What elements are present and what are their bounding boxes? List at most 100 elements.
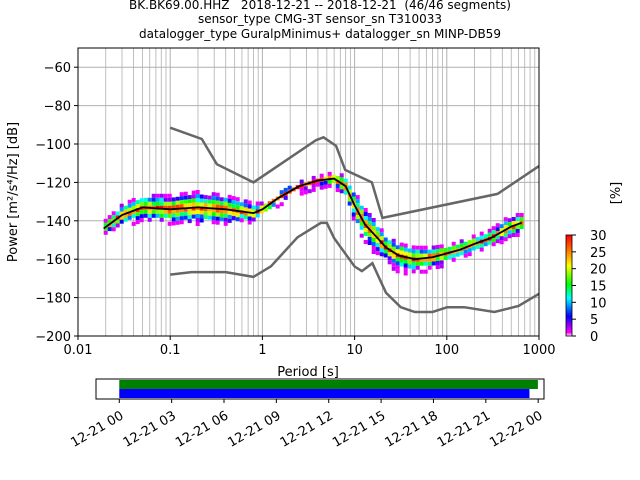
density-cell — [395, 261, 400, 266]
density-cell — [459, 251, 464, 256]
density-cell — [247, 208, 252, 213]
density-cell — [207, 203, 212, 208]
density-cell — [423, 269, 428, 274]
density-cell — [391, 266, 396, 271]
colorbar-cell — [566, 281, 572, 283]
density-cell — [279, 190, 284, 195]
density-cell — [331, 174, 336, 179]
density-cell — [211, 212, 216, 217]
density-cell — [191, 202, 196, 207]
density-cell — [207, 207, 212, 212]
density-cell — [119, 215, 124, 220]
density-cell — [339, 189, 344, 194]
colorbar-cell — [566, 279, 572, 281]
title-line-2: sensor_type CMG-3T sensor_sn T310033 — [197, 12, 443, 26]
density-cell — [167, 197, 172, 202]
density-cell — [423, 249, 428, 254]
colorbar-cell — [566, 334, 572, 336]
density-cell — [371, 226, 376, 230]
density-cell — [195, 218, 200, 222]
density-cell — [479, 243, 484, 248]
density-cell — [407, 260, 412, 265]
density-cell — [107, 227, 112, 232]
density-cell — [499, 232, 504, 237]
colorbar-cell — [566, 290, 572, 292]
density-cell — [507, 234, 512, 239]
colorbar-cell — [566, 320, 572, 322]
density-cell — [171, 201, 176, 206]
title-line-3: datalogger_type GuralpMinimus+ datalogge… — [139, 27, 501, 41]
density-cell — [367, 217, 372, 221]
density-cell — [435, 261, 440, 265]
density-cell — [351, 196, 356, 201]
density-cell — [435, 249, 440, 253]
density-cell — [503, 237, 508, 242]
density-cell — [107, 215, 112, 220]
density-cell — [403, 243, 408, 248]
density-cell — [419, 257, 424, 262]
density-cell — [355, 207, 360, 212]
density-cell — [511, 229, 516, 233]
density-cell — [159, 213, 164, 218]
density-cell — [123, 205, 128, 210]
density-cell — [423, 257, 428, 262]
density-cell — [271, 202, 276, 207]
density-cell — [399, 242, 404, 247]
colorbar-cell — [566, 331, 572, 333]
density-cell — [263, 203, 268, 208]
density-cell — [323, 180, 328, 185]
density-cell — [215, 196, 220, 201]
density-cell — [403, 271, 408, 276]
density-cell — [491, 226, 496, 231]
density-cell — [503, 229, 508, 234]
density-cell — [187, 215, 192, 220]
colorbar-cell — [566, 318, 572, 320]
colorbar-cell — [566, 259, 572, 261]
density-cell — [231, 196, 236, 201]
density-cell — [135, 216, 140, 221]
density-cell — [503, 217, 508, 222]
density-cell — [375, 231, 380, 236]
density-cell — [423, 261, 428, 266]
density-cell — [503, 225, 508, 230]
colorbar-cell — [566, 312, 572, 314]
density-cell — [391, 242, 396, 247]
density-cell — [363, 216, 368, 220]
colorbar-cell — [566, 280, 572, 282]
density-cell — [431, 249, 436, 254]
plot-frame — [77, 47, 540, 337]
colorbar-cell — [566, 309, 572, 311]
density-cell — [191, 190, 196, 195]
density-cell — [135, 212, 140, 217]
density-cell — [403, 251, 408, 256]
density-cell — [123, 217, 128, 222]
colorbar-cell — [566, 237, 572, 239]
density-cell — [127, 199, 132, 204]
density-cell — [395, 249, 400, 254]
density-cell — [387, 260, 392, 265]
density-cell — [391, 238, 396, 243]
colorbar-tick-label: 15 — [590, 280, 607, 295]
density-cell — [131, 201, 136, 206]
density-cell — [183, 203, 188, 208]
density-cell — [475, 237, 480, 241]
density-cell — [143, 213, 148, 218]
density-cell — [203, 215, 208, 220]
coverage-tick-label: 12-21 03 — [121, 408, 179, 450]
density-cell — [399, 246, 404, 251]
density-cell — [115, 211, 120, 216]
density-cell — [371, 250, 376, 254]
density-cell — [391, 262, 396, 267]
density-cell — [207, 195, 212, 200]
density-cell — [507, 222, 512, 227]
colorbar-cell — [566, 326, 572, 328]
density-cell — [507, 230, 512, 235]
colorbar-cell — [566, 266, 572, 268]
colorbar-cell — [566, 242, 572, 244]
high-noise-model-line — [169, 126, 540, 220]
density-cell — [499, 236, 504, 241]
density-cell — [251, 217, 256, 222]
density-cell — [307, 189, 312, 194]
density-cell — [399, 262, 404, 267]
colorbar-cell — [566, 277, 572, 279]
